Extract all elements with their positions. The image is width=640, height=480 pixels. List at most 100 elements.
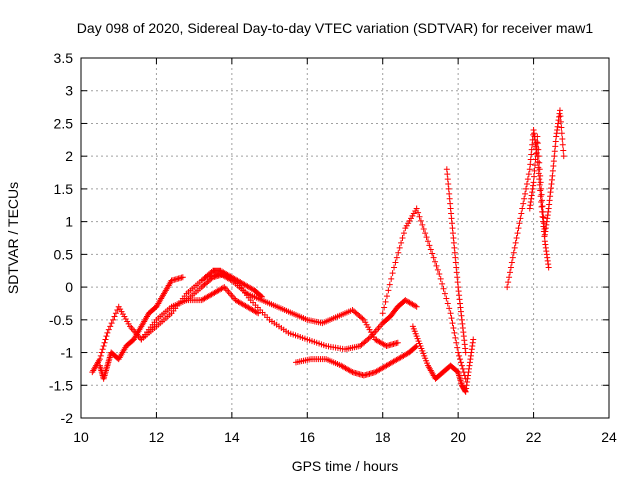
series-track-k bbox=[526, 107, 567, 238]
x-tick-label: 24 bbox=[601, 429, 617, 445]
data-point bbox=[100, 343, 107, 349]
data-point bbox=[523, 185, 530, 192]
data-point bbox=[452, 334, 459, 341]
y-tick-label: -0.5 bbox=[49, 312, 73, 328]
series-track-e bbox=[202, 271, 401, 349]
data-points bbox=[89, 107, 567, 395]
data-point bbox=[396, 244, 403, 251]
y-tick-label: -1.5 bbox=[49, 377, 73, 393]
data-point bbox=[537, 179, 544, 186]
data-point bbox=[521, 195, 528, 202]
data-point bbox=[398, 239, 405, 246]
data-point bbox=[429, 250, 436, 257]
series-track-d bbox=[183, 271, 420, 353]
data-point bbox=[97, 352, 104, 359]
series-track-g bbox=[409, 323, 477, 395]
data-point bbox=[504, 284, 511, 291]
data-point bbox=[114, 307, 121, 313]
data-point bbox=[460, 369, 467, 376]
data-point bbox=[535, 153, 542, 160]
data-point bbox=[111, 313, 118, 320]
data-point bbox=[107, 323, 114, 330]
data-point bbox=[517, 215, 524, 222]
data-point bbox=[537, 172, 544, 179]
data-point bbox=[456, 352, 463, 359]
data-point bbox=[105, 326, 112, 333]
data-point bbox=[559, 136, 566, 142]
data-point bbox=[462, 349, 469, 356]
data-point bbox=[227, 276, 234, 283]
data-point bbox=[416, 213, 423, 220]
data-point bbox=[219, 284, 226, 291]
data-point bbox=[518, 210, 525, 217]
data-point bbox=[511, 244, 518, 251]
data-point bbox=[524, 176, 531, 183]
data-point bbox=[444, 300, 451, 307]
data-point bbox=[454, 344, 461, 351]
data-point bbox=[540, 208, 546, 215]
data-point bbox=[179, 274, 186, 281]
data-point bbox=[348, 368, 355, 375]
data-point bbox=[545, 264, 552, 271]
data-point bbox=[470, 336, 477, 343]
data-point bbox=[560, 153, 567, 160]
data-point bbox=[515, 225, 522, 232]
data-point bbox=[457, 356, 464, 363]
axis-ticks: 10 12 14 16 18 20 22 24 -2 -1.5 -1 -0.5 0 0.5 1 1.5 2 2.5… bbox=[49, 50, 617, 445]
data-point bbox=[534, 133, 541, 140]
y-tick-label: 1 bbox=[65, 214, 73, 230]
y-tick-label: -2 bbox=[61, 410, 74, 426]
y-axis-label: SDTVAR / TECUs bbox=[5, 182, 21, 294]
data-point bbox=[457, 359, 464, 366]
data-point bbox=[556, 107, 563, 114]
data-point bbox=[535, 146, 542, 153]
data-point bbox=[533, 139, 540, 146]
data-point bbox=[417, 217, 424, 224]
data-point bbox=[420, 226, 427, 232]
data-point bbox=[461, 372, 468, 379]
data-point bbox=[446, 305, 453, 312]
data-point bbox=[558, 130, 565, 137]
data-point bbox=[459, 365, 466, 372]
data-point bbox=[419, 221, 426, 228]
data-point bbox=[506, 274, 513, 281]
x-tick-label: 12 bbox=[149, 429, 165, 445]
series-track-f bbox=[292, 343, 420, 379]
data-point bbox=[512, 239, 519, 246]
data-point bbox=[112, 310, 119, 317]
data-point bbox=[385, 287, 392, 294]
data-point bbox=[536, 166, 543, 173]
data-point bbox=[539, 197, 546, 204]
data-point bbox=[448, 315, 455, 322]
data-point bbox=[539, 203, 546, 210]
data-point bbox=[439, 280, 446, 287]
data-point bbox=[509, 254, 516, 261]
data-point bbox=[447, 310, 454, 317]
data-point bbox=[513, 235, 520, 241]
data-point bbox=[393, 254, 400, 261]
data-point bbox=[508, 259, 515, 266]
data-point bbox=[382, 298, 389, 305]
data-point bbox=[531, 162, 538, 169]
data-point bbox=[540, 214, 547, 221]
data-point bbox=[536, 176, 543, 183]
data-point bbox=[383, 293, 390, 300]
data-point bbox=[110, 316, 117, 323]
data-point bbox=[104, 329, 111, 336]
y-tick-label: 2.5 bbox=[54, 115, 74, 131]
data-point bbox=[424, 238, 431, 245]
data-point bbox=[430, 254, 437, 261]
data-point bbox=[510, 249, 517, 256]
data-point bbox=[388, 275, 395, 282]
data-point bbox=[507, 264, 514, 271]
data-point bbox=[102, 336, 109, 343]
data-point bbox=[531, 173, 538, 180]
data-point bbox=[538, 191, 545, 198]
data-point bbox=[507, 269, 513, 276]
data-point bbox=[98, 349, 105, 356]
x-tick-label: 20 bbox=[450, 429, 466, 445]
data-point bbox=[558, 124, 565, 131]
data-point bbox=[443, 295, 450, 302]
data-point bbox=[412, 343, 419, 350]
